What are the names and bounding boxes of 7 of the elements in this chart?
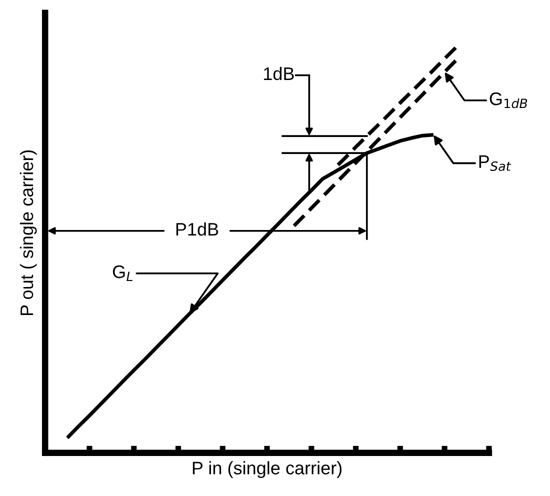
text: G$_{1dB}$ — [490, 92, 528, 108]
annotation: P1dB — [176, 222, 218, 236]
y-axis-title: P out ( single carrier) — [20, 150, 37, 316]
annotation: G$_{L}$ — [112, 265, 133, 281]
x-axis-title: P in (single carrier) — [192, 461, 342, 478]
annotation: P$_{Sat}$ — [479, 155, 512, 171]
annotation: 1dB — [264, 66, 294, 80]
